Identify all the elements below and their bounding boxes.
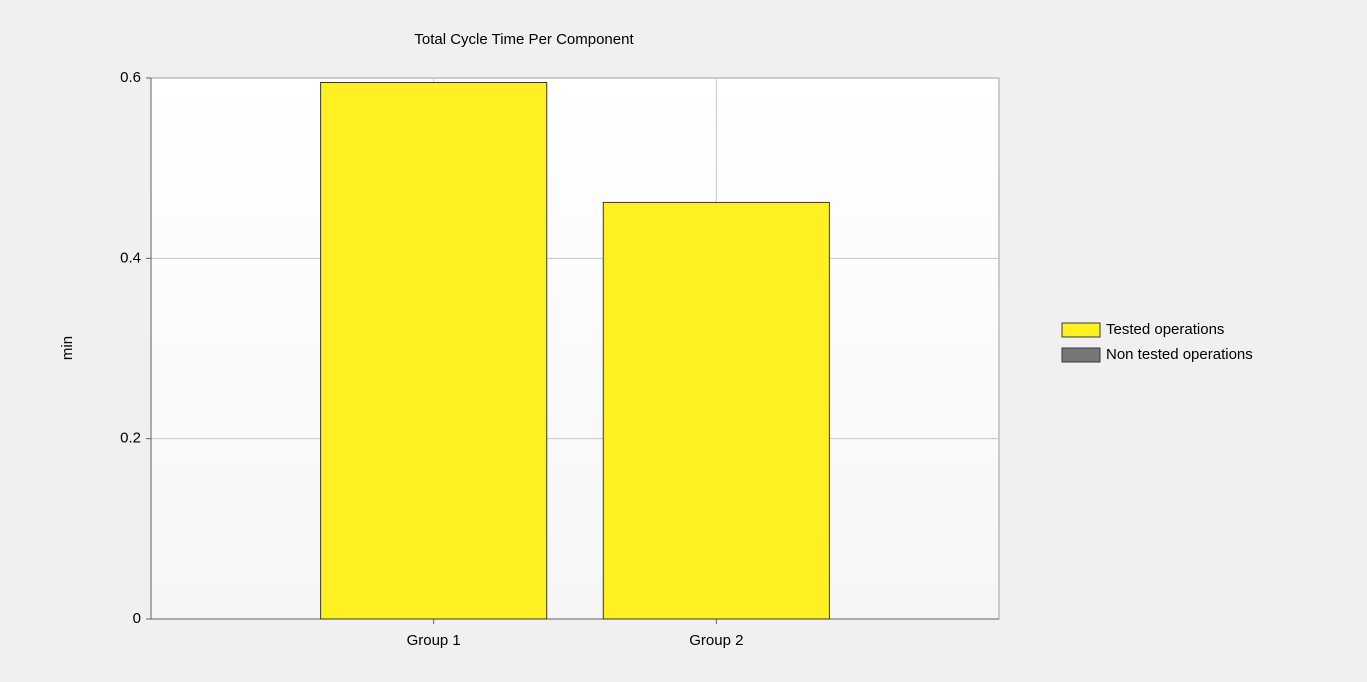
legend-swatch [1061, 322, 1101, 338]
chart-title: Total Cycle Time Per Component [414, 31, 634, 48]
bar [320, 82, 548, 620]
x-tick-label: Group 2 [689, 632, 743, 649]
y-tick-label: 0.6 [120, 69, 141, 86]
y-tick-label: 0.4 [120, 249, 141, 266]
x-tick-label: Group 1 [407, 632, 461, 649]
legend-swatch [1061, 347, 1101, 363]
y-tick-label: 0.2 [120, 430, 141, 447]
y-tick-label: 0 [133, 610, 141, 627]
legend-label: Tested operations [1106, 321, 1224, 338]
legend-label: Non tested operations [1106, 346, 1253, 363]
plot-area [150, 77, 1000, 620]
bar [602, 201, 830, 620]
y-axis-label: min [59, 336, 76, 360]
